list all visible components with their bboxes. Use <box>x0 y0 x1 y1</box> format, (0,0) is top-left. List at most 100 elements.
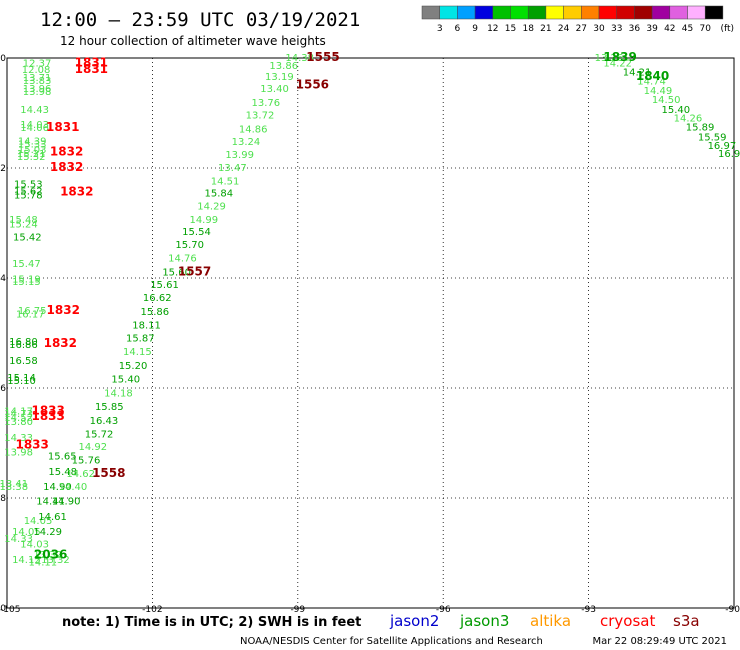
legend-swatch <box>545 5 564 20</box>
wave-height-value: 13.99 <box>225 150 254 161</box>
wave-height-value: 13.26 <box>595 53 624 64</box>
pass-time-label: 1832 <box>60 185 93 199</box>
wave-height-value: 14.03 <box>20 120 49 131</box>
pass-time-label: 1831 <box>75 55 108 69</box>
pass-time-label: 1832 <box>44 336 77 350</box>
wave-height-value: 14.38 <box>285 53 314 64</box>
wave-height-value: 14.33 <box>4 534 33 545</box>
wave-height-value: 12.08 <box>22 65 51 76</box>
wave-height-value: 13.38 <box>0 482 28 493</box>
wave-height-value: 15.72 <box>85 430 114 441</box>
lat-tick-label: -58 <box>0 494 6 504</box>
lon-tick-label: -93 <box>581 605 596 615</box>
legend-tick-label: 39 <box>646 24 658 34</box>
wave-height-value: 14.06 <box>20 123 49 134</box>
legend-tick-label: 9 <box>472 24 478 34</box>
legend-tick-label: 21 <box>540 24 551 34</box>
satellite-label: s3a <box>673 612 700 630</box>
legend-swatch <box>687 5 706 20</box>
wave-height-value: 16.97 <box>708 141 737 152</box>
legend-tick-label: 36 <box>629 24 641 34</box>
wave-height-value: 14.90 <box>52 497 81 508</box>
wave-height-value: 13.96 <box>23 84 52 95</box>
wave-height-value: 14.52 <box>4 413 33 424</box>
wave-height-value: 15.24 <box>9 219 38 230</box>
wave-height-value: 15.65 <box>48 452 77 463</box>
wave-height-value: 13.32 <box>41 555 70 566</box>
legend-tick-label: 24 <box>558 24 570 34</box>
pass-time-label: 1555 <box>306 50 339 64</box>
wave-height-value: 14.29 <box>197 201 226 212</box>
pass-time-label: 1832 <box>47 303 80 317</box>
legend-tick-label: 33 <box>611 24 622 34</box>
wave-height-value: 14.62 <box>66 469 95 480</box>
legend-tick-label: 70 <box>699 24 711 34</box>
pass-time-label: 1833 <box>31 409 64 423</box>
satellite-label: jason2 <box>389 612 439 630</box>
wave-height-value: 15.60 <box>162 267 191 278</box>
wave-height-value: 14.86 <box>239 124 268 135</box>
legend-tick-label: 3 <box>437 24 443 34</box>
wave-height-value: 14.43 <box>20 105 49 116</box>
legend-swatch <box>439 5 458 20</box>
lat-tick-label: -50 <box>0 54 6 64</box>
wave-height-value: 13.40 <box>260 84 289 95</box>
lon-tick-label: -99 <box>290 605 305 615</box>
wave-height-value: 15.76 <box>72 455 101 466</box>
wave-height-value: 15.33 <box>18 140 47 151</box>
lat-tick-label: -54 <box>0 274 6 284</box>
wave-height-value: 13.83 <box>23 76 52 87</box>
satellite-label: jason3 <box>459 612 509 630</box>
wave-height-value: 15.19 <box>12 274 41 285</box>
pass-time-label: 2036 <box>34 548 67 562</box>
wave-height-value: 15.85 <box>95 402 124 413</box>
pass-time-label: 1831 <box>46 120 79 134</box>
wave-height-value: 14.50 <box>652 95 681 106</box>
wave-height-value: 14.39 <box>18 136 47 147</box>
wave-height-value: 14.41 <box>36 497 65 508</box>
wave-height-value: 14.22 <box>603 58 632 69</box>
legend-tick-label: 6 <box>455 24 461 34</box>
wave-height-value: 14.18 <box>104 388 133 399</box>
wave-height-value: 13.72 <box>246 111 275 122</box>
wave-height-value: 15.86 <box>141 307 170 318</box>
wave-height-value: 13.86 <box>269 61 298 72</box>
pass-time-label: 1833 <box>31 403 64 417</box>
wave-height-value: 14.74 <box>637 76 666 87</box>
lat-tick-label: -52 <box>0 164 6 174</box>
wave-height-value: 13.47 <box>218 163 247 174</box>
wave-height-value: 14.90 <box>43 482 72 493</box>
lon-tick-label: -105 <box>0 605 20 615</box>
legend-tick-label: 12 <box>487 24 498 34</box>
legend-unit: (ft) <box>720 24 734 34</box>
wave-height-value: 14.99 <box>189 215 218 226</box>
wave-height-value: 14.05 <box>24 516 53 527</box>
wave-height-value: 15.48 <box>48 467 77 478</box>
wave-height-value: 15.21 <box>17 149 46 160</box>
wave-height-value: 13.24 <box>232 137 261 148</box>
wave-height-value: 15.78 <box>14 190 43 201</box>
lat-tick-label: -60 <box>0 604 6 614</box>
wave-height-value: 15.20 <box>119 361 148 372</box>
legend-swatch <box>581 5 600 20</box>
wave-height-value: 16.62 <box>143 293 172 304</box>
wave-height-value: 15.40 <box>111 375 140 386</box>
legend-tick-label: 45 <box>682 24 693 34</box>
pass-time-labels: 1831183118311832183218321832183218331833… <box>15 50 669 562</box>
wave-height-value: 12.37 <box>23 58 52 69</box>
footer-credit: NOAA/NESDIS Center for Satellite Applica… <box>240 636 543 647</box>
legend-swatch <box>598 5 617 20</box>
satellite-label: altika <box>530 612 571 630</box>
wave-height-value: 15.62 <box>14 186 43 197</box>
latitude-labels: -50 -52 -54 -56 -58 -60 <box>0 54 6 614</box>
wave-height-value: 18.11 <box>132 321 161 332</box>
legend-swatch <box>457 5 476 20</box>
legend-swatch <box>669 5 688 20</box>
legend-swatch <box>492 5 511 20</box>
lon-tick-label: -96 <box>436 605 451 615</box>
legend-swatch <box>563 5 582 20</box>
legend-swatch <box>474 5 494 20</box>
wave-height-value: 14.26 <box>674 113 703 124</box>
wave-height-value: 16.80 <box>9 337 38 348</box>
wave-height-value: 16.58 <box>9 356 38 367</box>
